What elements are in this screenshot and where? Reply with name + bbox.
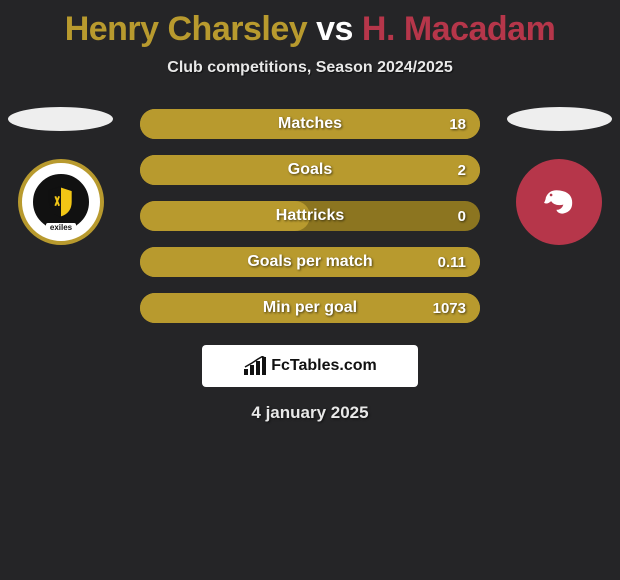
stat-value: 0.11	[438, 254, 466, 271]
morecambe-badge	[516, 159, 602, 245]
stat-value: 1073	[433, 300, 466, 317]
stat-value: 2	[458, 162, 466, 179]
shield-icon	[42, 183, 80, 221]
date-text: 4 january 2025	[0, 403, 620, 423]
player1-name: Henry Charsley	[65, 10, 307, 48]
chart-icon	[243, 356, 267, 376]
player2-name: H. Macadam	[362, 10, 555, 48]
stat-bar: Matches 18	[140, 109, 480, 139]
player1-club-badge: exiles	[18, 159, 104, 245]
stat-bar: Min per goal 1073	[140, 293, 480, 323]
stat-bar: Goals 2	[140, 155, 480, 185]
stat-label: Matches	[278, 115, 342, 133]
comparison-content: exiles Matches 18 Goals 2 Hattricks 0 Goals pe…	[0, 107, 620, 423]
player1-marker-ellipse	[8, 107, 113, 131]
stat-label: Hattricks	[276, 207, 344, 225]
stat-bars: Matches 18 Goals 2 Hattricks 0 Goals per match…	[140, 107, 480, 323]
shrimp-icon	[537, 180, 581, 224]
attribution-text: FcTables.com	[271, 357, 377, 375]
stat-value: 0	[458, 208, 466, 225]
player2-club-badge	[516, 159, 602, 245]
vs-text: vs	[316, 10, 353, 48]
stat-label: Goals	[288, 161, 332, 179]
badge-text: exiles	[46, 223, 76, 232]
player2-marker-ellipse	[507, 107, 612, 131]
attribution-box: FcTables.com	[202, 345, 418, 387]
newport-county-badge: exiles	[29, 170, 93, 234]
stat-bar: Goals per match 0.11	[140, 247, 480, 277]
stat-value: 18	[449, 116, 466, 133]
comparison-title: Henry Charsley vs H. Macadam	[0, 0, 620, 49]
stat-label: Min per goal	[263, 299, 357, 317]
subtitle: Club competitions, Season 2024/2025	[0, 59, 620, 77]
stat-bar: Hattricks 0	[140, 201, 480, 231]
stat-label: Goals per match	[247, 253, 372, 271]
